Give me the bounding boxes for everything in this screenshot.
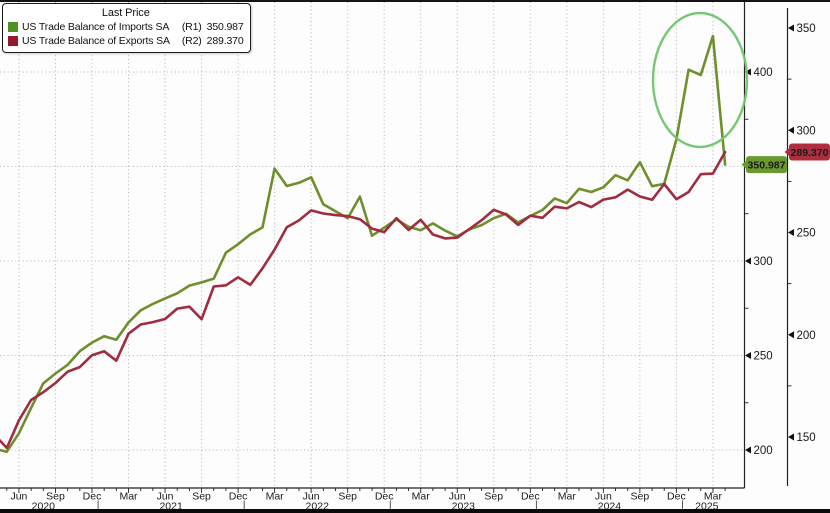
svg-text:200: 200	[754, 445, 773, 457]
last-price-tag-exports: 289.370	[784, 143, 830, 161]
svg-text:Mar: Mar	[704, 491, 723, 503]
svg-text:Dec: Dec	[83, 491, 102, 503]
svg-text:350: 350	[797, 23, 816, 35]
svg-text:Jun: Jun	[303, 491, 320, 503]
legend-last-exports: 289.370	[206, 35, 244, 47]
legend-value-exports: (R2) 289.370	[174, 34, 244, 48]
svg-text:Jun: Jun	[157, 491, 174, 503]
legend-title: Last Price	[101, 7, 150, 19]
svg-text:Sep: Sep	[192, 491, 211, 503]
svg-text:Mar: Mar	[266, 491, 285, 503]
svg-text:Sep: Sep	[46, 491, 65, 503]
bottom-border	[0, 509, 830, 513]
gridlines	[0, 2, 744, 488]
spike-annotation-circle	[651, 11, 749, 149]
chart-legend: Last Price US Trade Balance of Imports S…	[2, 3, 251, 53]
svg-text:400: 400	[754, 67, 773, 79]
legend-last-imports: 350.987	[206, 21, 244, 33]
svg-text:Mar: Mar	[119, 491, 138, 503]
svg-text:350.987: 350.987	[748, 159, 786, 171]
svg-text:300: 300	[754, 256, 773, 268]
legend-label-exports: US Trade Balance of Exports SA	[22, 35, 170, 47]
legend-item-imports: US Trade Balance of Imports SA (R1) 350.…	[8, 20, 244, 34]
legend-label-imports: US Trade Balance of Imports SA	[22, 21, 170, 33]
svg-text:Sep: Sep	[484, 491, 503, 503]
svg-text:Sep: Sep	[338, 491, 357, 503]
svg-text:Jun: Jun	[449, 491, 466, 503]
legend-value-imports: (R1) 350.987	[174, 20, 244, 34]
imports-color-swatch	[8, 22, 18, 32]
r1-axis: 400 300 250 200	[743, 2, 773, 488]
svg-text:250: 250	[754, 351, 773, 363]
legend-axis-imports: (R1)	[181, 21, 202, 33]
svg-text:Jun: Jun	[595, 491, 612, 503]
svg-text:Mar: Mar	[558, 491, 577, 503]
svg-text:Mar: Mar	[412, 491, 431, 503]
legend-item-exports: US Trade Balance of Exports SA (R2) 289.…	[8, 34, 244, 48]
svg-text:150: 150	[797, 432, 816, 444]
svg-text:289.370: 289.370	[791, 147, 829, 159]
svg-text:Dec: Dec	[229, 491, 248, 503]
legend-axis-exports: (R2)	[181, 35, 202, 47]
top-border	[0, 0, 830, 2]
svg-text:Jun: Jun	[10, 491, 27, 503]
imports-line	[0, 34, 727, 454]
svg-text:Sep: Sep	[631, 491, 650, 503]
x-axis: Jun Sep Dec Mar Jun Sep Dec Mar Jun Sep Dec Mar Jun S…	[0, 487, 745, 513]
exports-line	[0, 150, 727, 450]
svg-text:250: 250	[797, 228, 816, 240]
exports-color-swatch	[8, 36, 18, 46]
svg-text:300: 300	[797, 125, 816, 137]
r2-axis: 350 300 250 200 150	[786, 8, 816, 486]
last-price-tag-imports: 350.987	[741, 156, 787, 174]
svg-text:Dec: Dec	[375, 491, 394, 503]
svg-text:Dec: Dec	[521, 491, 540, 503]
svg-text:200: 200	[797, 330, 816, 342]
svg-text:Dec: Dec	[667, 491, 686, 503]
